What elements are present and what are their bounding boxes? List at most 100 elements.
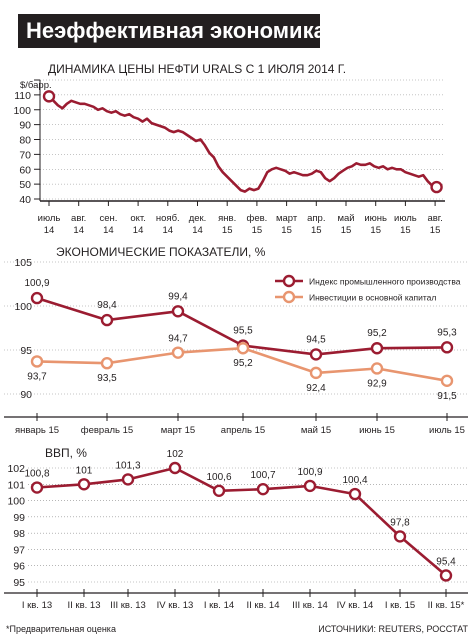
chart1-xtick-year: 14 [73, 225, 84, 236]
chart1-xtick-label: апр. [307, 213, 325, 224]
chart3-xtick-label: I кв. 15 [385, 600, 415, 611]
chart1-xtick-label: май [337, 213, 354, 224]
chart1-xtick-label: нояб. [156, 213, 180, 224]
chart2-xtick-label: июнь 15 [359, 425, 395, 436]
chart2-data-label: 94,7 [168, 334, 188, 345]
chart3-point [303, 479, 317, 493]
chart2-point [171, 305, 185, 318]
chart1-ytick-label: 50 [19, 179, 31, 191]
chart3-ytick-label: 102 [7, 463, 25, 475]
chart1-xtick-year: 15 [341, 225, 352, 236]
chart1-xtick-year: 14 [192, 225, 203, 236]
chart3-point [212, 484, 226, 497]
chart2-legend-label: Индекс промышленного производства [309, 277, 461, 287]
chart2-data-label: 93,5 [97, 373, 117, 384]
chart3-point [348, 487, 362, 501]
chart1-xtick-year: 15 [281, 225, 292, 236]
chart2-legend-marker [282, 290, 296, 304]
chart3-ytick-label: 99 [13, 512, 25, 524]
chart1-xtick-year: 15 [400, 225, 411, 236]
chart1-xtick-label: авг. [71, 213, 86, 224]
chart3-point [256, 482, 270, 496]
chart1-xtick-year: 14 [103, 225, 114, 236]
chart2-point [236, 342, 250, 355]
chart3-data-label: 101,3 [115, 460, 140, 471]
chart1-xtick-label: окт. [130, 213, 145, 224]
chart1-xtick-year: 15 [370, 225, 381, 236]
chart3-data-label: 95,4 [436, 556, 456, 567]
chart2-point [440, 374, 454, 387]
chart2-data-label: 95,5 [233, 326, 253, 337]
chart3-xtick-label: II кв. 13 [68, 600, 101, 611]
chart2-point [440, 341, 454, 354]
chart2-xtick-label: июль 15 [429, 425, 465, 436]
chart3-title: ВВП, % [45, 446, 87, 460]
chart1-xtick-label: авг. [427, 213, 442, 224]
chart2-data-label: 93,7 [27, 371, 47, 382]
chart3-point [439, 569, 453, 582]
chart1-xtick-label: дек. [189, 213, 207, 224]
chart1-ytick-label: 110 [14, 90, 31, 102]
chart2-xtick-label: февраль 15 [81, 425, 133, 436]
chart2-point [370, 362, 384, 375]
chart2-point [171, 346, 185, 359]
chart2-title: ЭКОНОМИЧЕСКИЕ ПОКАЗАТЕЛИ, % [56, 245, 266, 259]
chart3-xtick-label: III кв. 13 [110, 600, 146, 611]
chart2-ytick-label: 90 [20, 389, 32, 401]
chart2-data-label: 98,4 [97, 300, 117, 311]
chart3-data-label: 97,8 [390, 517, 410, 528]
chart2-xtick-label: май 15 [301, 425, 331, 436]
chart3-xtick-label: I кв. 14 [204, 600, 234, 611]
chart2-point [309, 366, 323, 380]
chart1-xtick-label: март [276, 213, 298, 224]
chart2-point [30, 355, 44, 368]
chart3-ytick-label: 96 [13, 561, 25, 573]
chart2-data-label: 95,2 [367, 328, 387, 339]
chart3-xtick-label: I кв. 13 [22, 600, 52, 611]
chart2-data-label: 95,3 [437, 327, 457, 338]
chart1-endpoint-marker [42, 90, 56, 103]
chart2-point [309, 348, 323, 361]
chart2-data-label: 92,4 [306, 383, 326, 394]
chart2-data-label: 99,4 [168, 291, 188, 302]
chart3-ytick-label: 100 [7, 496, 25, 508]
chart1-xtick-year: 14 [133, 225, 144, 236]
chart1-xtick-year: 14 [44, 225, 55, 236]
chart1-ytick-label: 40 [19, 194, 31, 206]
chart1-xtick-year: 15 [430, 225, 441, 236]
chart2-ytick-label: 105 [14, 257, 32, 269]
chart1-xtick-label: янв. [218, 213, 236, 224]
chart3-point [121, 473, 135, 486]
chart1-ytick-label: 80 [19, 135, 31, 147]
chart2-point [30, 291, 44, 305]
chart3-point [168, 461, 182, 475]
chart3-point [77, 478, 91, 491]
chart1-ytick-label: 90 [19, 120, 31, 132]
chart1-xtick-label: июль [38, 213, 61, 224]
chart3-xtick-label: III кв. 14 [292, 600, 328, 611]
chart3-data-label: 100,4 [342, 475, 367, 486]
source-credit: ИСТОЧНИКИ: REUTERS, РОССТАТ [318, 624, 468, 634]
chart1-xtick-year: 14 [163, 225, 174, 236]
chart1-series-line [48, 95, 438, 193]
chart2-point [100, 313, 114, 327]
chart1-xtick-year: 15 [311, 225, 322, 236]
chart1-xtick-year: 15 [252, 225, 263, 236]
chart3-data-label: 101 [76, 465, 93, 476]
title-bar: Неэффективная экономика [18, 14, 326, 48]
footnote: *Предварительная оценка [6, 624, 116, 634]
chart3-series-line [36, 466, 447, 577]
chart2-data-label: 100,9 [24, 278, 49, 289]
chart2-ytick-label: 95 [20, 345, 32, 357]
chart2-data-label: 95,2 [233, 358, 253, 369]
chart1-xtick-label: июнь [364, 213, 387, 224]
chart1-xtick-label: фев. [247, 213, 268, 224]
chart3-ytick-label: 95 [13, 577, 25, 589]
chart1-endpoint-marker [430, 180, 443, 194]
chart1-title: ДИНАМИКА ЦЕНЫ НЕФТИ URALS С 1 ИЮЛЯ 2014 … [48, 62, 346, 76]
chart3-ytick-label: 101 [7, 479, 25, 491]
chart2-xtick-label: апрель 15 [221, 425, 265, 436]
chart1-ylabel: $/барр. [20, 80, 52, 91]
chart3-point [30, 481, 44, 494]
chart1-ytick-label: 60 [19, 164, 31, 176]
